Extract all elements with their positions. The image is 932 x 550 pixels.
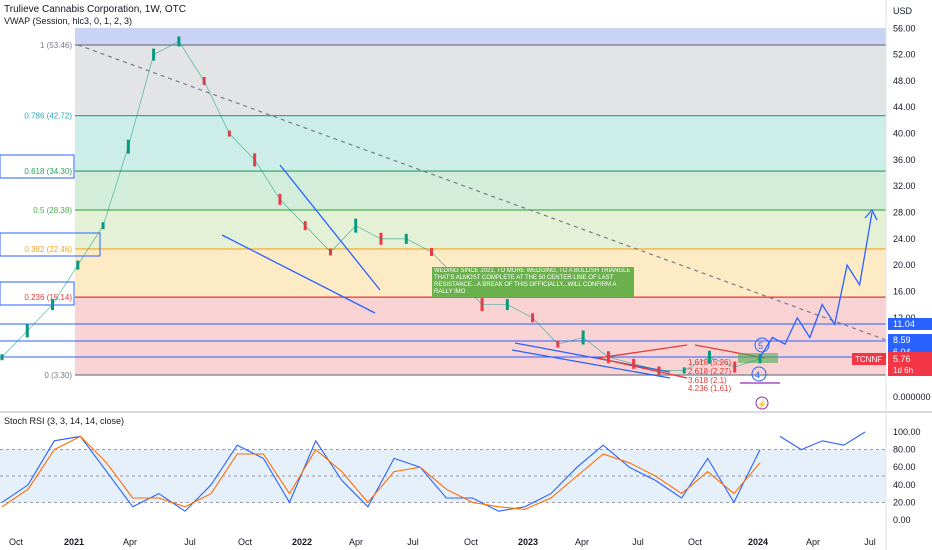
badge-2: 8.59 — [893, 335, 911, 345]
axes: 56.0052.0048.0044.0040.0036.0032.0028.00… — [9, 0, 931, 550]
fib-labels: 1 (53.46) 0.786 (42.72) 0.618 (34.30) 0.5 (… — [24, 41, 72, 380]
annotation-text: WEDING SINCE 2021, TO MORE WEDGING, TO A… — [434, 268, 631, 295]
price-badges: 11.04 8.59 6.04 5.76 1d 6h TCNNF — [852, 318, 932, 376]
ext-label-3: 3.618 (2.1) — [688, 376, 727, 385]
candle-0 — [0, 354, 4, 361]
time-tick-6: Apr — [349, 537, 363, 547]
time-tick-7: Jul — [407, 537, 419, 547]
ext-label-4: 4.236 (1.61) — [688, 384, 731, 393]
time-tick-12: Oct — [688, 537, 703, 547]
zone-box-2 — [0, 232, 101, 257]
time-tick-5: 2022 — [292, 537, 312, 547]
price-tick-3: 44.00 — [893, 102, 916, 112]
fib-label-2: 0.618 (34.30) — [24, 167, 72, 176]
stoch-projection — [779, 431, 866, 451]
fib-zone-1 — [75, 115, 886, 172]
wave-label-4: 4 — [755, 370, 760, 380]
badge-bg-2 — [888, 334, 932, 346]
rsi-tick-0: 100.00 — [893, 427, 921, 437]
stoch-k-line — [1, 435, 761, 512]
rsi-tick-3: 40.00 — [893, 480, 916, 490]
symbol-badge-bg — [852, 353, 886, 365]
wedge-lower — [221, 234, 376, 314]
fib-label-3: 0.5 (28.38) — [33, 206, 72, 215]
time-tick-10: Apr — [575, 537, 589, 547]
badge-bg-1 — [888, 318, 932, 330]
lightning-icon[interactable] — [755, 396, 769, 410]
price-tick-4: 40.00 — [893, 129, 916, 139]
fib-zone-5 — [75, 297, 886, 375]
ext-zone — [738, 353, 778, 363]
wedge-upper — [279, 164, 381, 291]
fib-zone-top — [75, 28, 886, 45]
time-tick-8: Oct — [464, 537, 479, 547]
wave-circle-5 — [754, 337, 770, 353]
wedge2-upper — [514, 342, 671, 373]
badge-4: 5.76 — [893, 354, 911, 364]
projection-line — [759, 208, 878, 358]
ext-label-2: 2.618 (2.27) — [688, 367, 731, 376]
price-tick-11: 12.00 — [893, 313, 916, 323]
triangle-upper — [597, 344, 688, 359]
time-tick-9: 2023 — [518, 537, 538, 547]
price-tick-2: 48.00 — [893, 76, 916, 86]
zone-box-3 — [0, 281, 75, 306]
price-tick-zero: 0.000000 — [893, 392, 931, 402]
ext-label-1: 1.618 (5.26) — [688, 358, 731, 367]
fib-label-6: 0 (3.30) — [44, 371, 72, 380]
chart-title: Trulieve Cannabis Corporation, 1W, OTC — [4, 4, 186, 15]
time-tick-15: Jul — [864, 537, 876, 547]
rsi-tick-4: 20.00 — [893, 497, 916, 507]
symbol-badge: TCNNF — [855, 355, 882, 364]
price-tick-10: 16.00 — [893, 286, 916, 296]
price-tick-9: 20.00 — [893, 260, 916, 270]
rsi-tick-1: 80.00 — [893, 445, 916, 455]
projection-arrow — [864, 208, 878, 221]
projection-path — [759, 212, 873, 358]
rsi-title: Stoch RSI (3, 3, 14, 14, close) — [4, 416, 124, 426]
fib-label-0: 1 (53.46) — [40, 41, 72, 50]
rsi-tick-2: 60.00 — [893, 462, 916, 472]
badge-5: 1d 6h — [893, 366, 913, 375]
time-tick-3: Jul — [184, 537, 196, 547]
wave-label-5: 5 — [758, 341, 763, 351]
annotation-wrap: WEDING SINCE 2021, TO MORE WEDGING, TO A… — [434, 268, 631, 295]
time-tick-11: Jul — [632, 537, 644, 547]
time-tick-2: Apr — [123, 537, 137, 547]
price-tick-6: 32.00 — [893, 181, 916, 191]
fib-fills — [75, 28, 886, 375]
zone-box-1 — [0, 154, 75, 179]
triangle-lower — [597, 357, 688, 379]
annotation-box[interactable] — [432, 267, 634, 297]
price-tick-7: 28.00 — [893, 208, 916, 218]
badge-1: 11.04 — [893, 319, 915, 329]
lightning-glyph: ⚡ — [757, 399, 767, 409]
indicator-label: VWAP (Session, hlc3, 0, 1, 2, 3) — [4, 16, 132, 26]
wave-circle-4 — [751, 366, 767, 382]
badge-bg-4 — [888, 352, 932, 376]
stoch-d-line — [1, 435, 761, 510]
time-tick-4: Oct — [238, 537, 253, 547]
fib-label-5: 0.236 (15.14) — [24, 293, 72, 302]
price-line — [1, 40, 761, 371]
fib-zone-3 — [75, 210, 886, 249]
price-tick-0: 56.00 — [893, 23, 916, 33]
price-tick-5: 36.00 — [893, 155, 916, 165]
time-tick-13: 2024 — [748, 537, 768, 547]
fib-label-4: 0.382 (22.46) — [24, 245, 72, 254]
time-tick-0: Oct — [9, 537, 24, 547]
fib-zone-2 — [75, 171, 886, 210]
fib-zone-0 — [75, 45, 886, 116]
wedge2-lower — [511, 349, 671, 379]
price-tick-8: 24.00 — [893, 234, 916, 244]
fib-label-1: 0.786 (42.72) — [24, 112, 72, 121]
price-tick-1: 52.00 — [893, 50, 916, 60]
time-tick-14: Apr — [806, 537, 820, 547]
stoch-rsi-panel — [0, 411, 932, 512]
rsi-tick-5: 0.00 — [893, 515, 911, 525]
trend-lines — [77, 44, 887, 384]
time-tick-1: 2021 — [64, 537, 84, 547]
currency-label: USD — [893, 6, 913, 16]
